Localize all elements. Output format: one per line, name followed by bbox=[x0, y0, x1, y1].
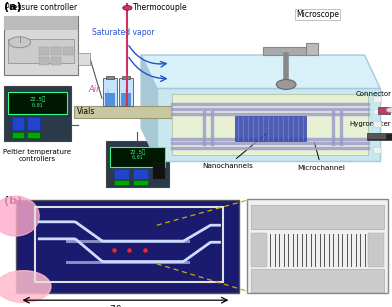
FancyBboxPatch shape bbox=[153, 163, 165, 179]
FancyBboxPatch shape bbox=[378, 107, 390, 114]
Text: 0.01: 0.01 bbox=[31, 103, 43, 108]
FancyBboxPatch shape bbox=[119, 78, 133, 107]
FancyBboxPatch shape bbox=[16, 200, 239, 293]
Text: Air: Air bbox=[88, 85, 100, 94]
Text: Hygrometer: Hygrometer bbox=[350, 121, 391, 127]
FancyBboxPatch shape bbox=[4, 87, 71, 142]
FancyBboxPatch shape bbox=[122, 76, 130, 79]
FancyBboxPatch shape bbox=[12, 117, 24, 130]
Text: 22.5℃: 22.5℃ bbox=[129, 150, 145, 155]
FancyBboxPatch shape bbox=[8, 92, 67, 114]
Circle shape bbox=[276, 80, 296, 89]
FancyBboxPatch shape bbox=[114, 180, 129, 185]
Polygon shape bbox=[141, 55, 380, 88]
FancyBboxPatch shape bbox=[263, 47, 310, 55]
FancyBboxPatch shape bbox=[373, 147, 381, 153]
FancyBboxPatch shape bbox=[373, 122, 381, 127]
FancyBboxPatch shape bbox=[121, 93, 131, 106]
FancyBboxPatch shape bbox=[368, 233, 384, 267]
Text: Pressure controller: Pressure controller bbox=[5, 3, 77, 12]
FancyBboxPatch shape bbox=[106, 142, 169, 187]
Text: Nanochannels: Nanochannels bbox=[202, 134, 267, 169]
FancyBboxPatch shape bbox=[367, 133, 392, 141]
Text: Microscope: Microscope bbox=[296, 10, 339, 19]
Text: Saturated vapor: Saturated vapor bbox=[92, 28, 154, 37]
Text: (b): (b) bbox=[4, 196, 22, 206]
FancyBboxPatch shape bbox=[373, 109, 381, 114]
FancyBboxPatch shape bbox=[27, 132, 40, 138]
Text: (a): (a) bbox=[4, 2, 22, 12]
FancyBboxPatch shape bbox=[39, 47, 49, 55]
FancyBboxPatch shape bbox=[251, 269, 384, 292]
Text: Peltier temperature
controllers: Peltier temperature controllers bbox=[3, 149, 71, 162]
FancyBboxPatch shape bbox=[251, 205, 384, 229]
FancyBboxPatch shape bbox=[106, 76, 114, 79]
Ellipse shape bbox=[0, 196, 39, 236]
Circle shape bbox=[9, 37, 31, 48]
Circle shape bbox=[386, 108, 392, 112]
FancyBboxPatch shape bbox=[373, 134, 381, 140]
FancyBboxPatch shape bbox=[39, 57, 49, 65]
Text: 0.01: 0.01 bbox=[131, 155, 143, 160]
Circle shape bbox=[123, 6, 132, 10]
FancyBboxPatch shape bbox=[78, 53, 90, 65]
FancyBboxPatch shape bbox=[12, 132, 24, 138]
Text: Thermocouple: Thermocouple bbox=[133, 3, 188, 12]
FancyBboxPatch shape bbox=[74, 106, 172, 118]
Ellipse shape bbox=[0, 271, 51, 302]
FancyBboxPatch shape bbox=[51, 57, 61, 65]
FancyBboxPatch shape bbox=[368, 134, 386, 139]
Bar bbox=[235, 116, 306, 142]
FancyBboxPatch shape bbox=[251, 233, 267, 267]
FancyBboxPatch shape bbox=[133, 180, 148, 185]
Text: Microchannel: Microchannel bbox=[298, 142, 345, 171]
FancyBboxPatch shape bbox=[105, 93, 115, 106]
Text: 70 mm: 70 mm bbox=[109, 305, 142, 307]
FancyBboxPatch shape bbox=[103, 78, 117, 107]
Polygon shape bbox=[141, 55, 157, 161]
Text: Microchannel: Microchannel bbox=[292, 210, 343, 219]
Polygon shape bbox=[172, 94, 368, 155]
FancyBboxPatch shape bbox=[247, 199, 388, 293]
FancyBboxPatch shape bbox=[114, 169, 129, 179]
Text: Vials: Vials bbox=[77, 107, 95, 116]
FancyBboxPatch shape bbox=[4, 16, 78, 75]
FancyBboxPatch shape bbox=[373, 96, 381, 102]
FancyBboxPatch shape bbox=[27, 117, 40, 130]
Polygon shape bbox=[157, 88, 380, 161]
FancyBboxPatch shape bbox=[63, 47, 73, 55]
Text: Connector: Connector bbox=[355, 91, 391, 97]
FancyBboxPatch shape bbox=[110, 147, 165, 167]
Text: 22.5℃: 22.5℃ bbox=[29, 96, 45, 102]
FancyBboxPatch shape bbox=[4, 16, 78, 30]
FancyBboxPatch shape bbox=[133, 169, 148, 179]
FancyBboxPatch shape bbox=[8, 39, 74, 63]
FancyBboxPatch shape bbox=[51, 47, 61, 55]
FancyBboxPatch shape bbox=[306, 43, 318, 55]
Text: Nanochannels: Nanochannels bbox=[276, 255, 330, 283]
